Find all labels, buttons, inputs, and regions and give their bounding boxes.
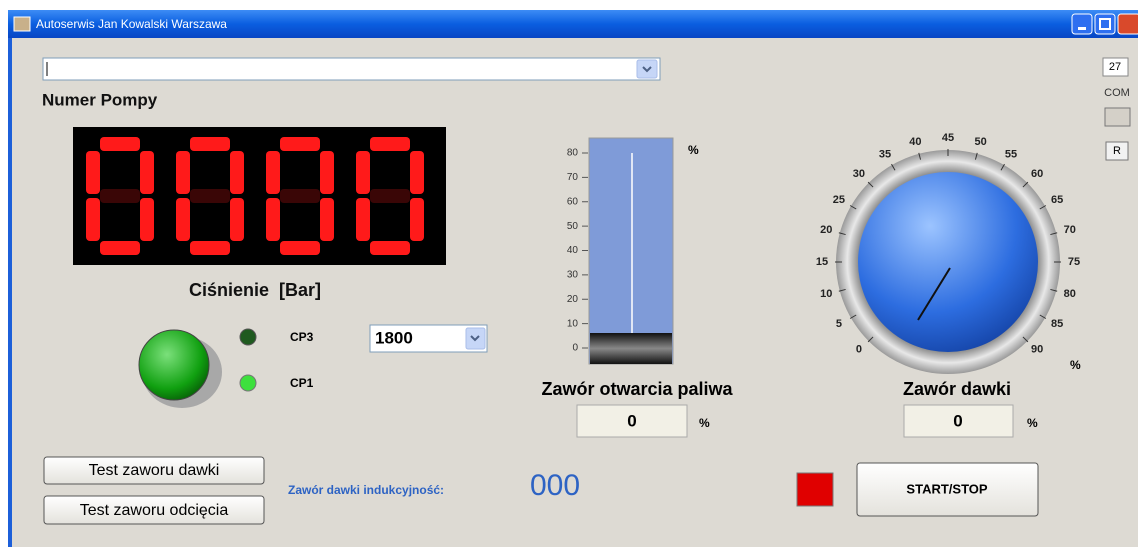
fuel-valve-label: Zawór otwarcia paliwa (541, 379, 733, 399)
minimize-icon (1078, 27, 1086, 30)
com-label: COM (1104, 87, 1130, 99)
test-dose-label: Test zaworu dawki (89, 462, 220, 479)
pressure-label: Ciśnienie [Bar] (189, 280, 321, 300)
speed-value: 1800 (375, 328, 413, 347)
dial-unit: % (1070, 358, 1081, 372)
segment (280, 241, 320, 255)
close-button[interactable] (1118, 14, 1138, 34)
segment (410, 151, 424, 194)
gauge-tick-label: 60 (567, 196, 579, 207)
segment (280, 137, 320, 151)
combo-arrow[interactable] (637, 60, 657, 78)
maximize-button[interactable] (1095, 14, 1115, 34)
segment (356, 151, 370, 194)
inductance-label: Zawór dawki indukcyjność: (288, 483, 444, 497)
app-icon (14, 17, 30, 31)
segment (176, 151, 190, 194)
dial-tick-label: 70 (1064, 224, 1076, 236)
gauge-tick-label: 10 (567, 318, 579, 329)
segment (370, 189, 410, 203)
dial-tick-label: 60 (1031, 168, 1043, 180)
cp1-label: CP1 (290, 376, 314, 390)
segment (86, 198, 100, 241)
gauge-tick-label: 30 (567, 270, 579, 281)
dial-tick-label: 25 (833, 194, 845, 206)
dial-tick-label: 40 (909, 136, 921, 148)
segment (410, 198, 424, 241)
gauge-tick-label: 50 (567, 221, 579, 232)
segment (140, 198, 154, 241)
segment (190, 137, 230, 151)
dose-knob[interactable] (858, 172, 1038, 352)
gauge-tick-label: 20 (567, 294, 579, 305)
dial-tick-label: 45 (942, 132, 954, 144)
dial-tick-label: 55 (1005, 149, 1017, 161)
segment (320, 151, 334, 194)
dial-tick-label: 0 (856, 344, 862, 356)
pump-label: Numer Pompy (42, 90, 158, 109)
app-window: Autoserwis Jan Kowalski Warszawa Numer P… (0, 0, 1138, 547)
dial-tick-label: 20 (820, 224, 832, 236)
led-cp3 (240, 329, 256, 345)
dial-tick-label: 90 (1031, 344, 1043, 356)
segment (356, 198, 370, 241)
segment (176, 198, 190, 241)
inductance-value: 000 (530, 469, 580, 502)
gauge-slider[interactable] (590, 333, 672, 364)
segment (230, 151, 244, 194)
pump-button[interactable] (139, 330, 209, 400)
gauge-tick-label: 0 (572, 343, 578, 354)
status-led (797, 473, 833, 506)
dose-valve-label: Zawór dawki (903, 379, 1011, 399)
gauge-tick-label: 70 (567, 172, 579, 183)
test-cutoff-label: Test zaworu odcięcia (80, 502, 229, 519)
com-button[interactable] (1105, 108, 1130, 126)
minimize-button[interactable] (1072, 14, 1092, 34)
fuel-value-unit: % (699, 416, 710, 430)
fuel-value: 0 (627, 411, 636, 430)
segment (190, 189, 230, 203)
segment (230, 198, 244, 241)
port-number: 27 (1109, 61, 1121, 73)
start-stop-label: START/STOP (906, 481, 987, 496)
segment (370, 241, 410, 255)
gauge-unit: % (688, 143, 699, 157)
dial-tick-label: 15 (816, 256, 828, 268)
segment (100, 189, 140, 203)
segment (100, 241, 140, 255)
segment (86, 151, 100, 194)
cp3-label: CP3 (290, 330, 314, 344)
dial-tick-label: 50 (974, 136, 986, 148)
gauge-tick-label: 40 (567, 245, 579, 256)
dial-tick-label: 35 (879, 149, 891, 161)
dial-tick-label: 65 (1051, 194, 1063, 206)
segment (190, 241, 230, 255)
dose-value: 0 (953, 411, 962, 430)
segment (280, 189, 320, 203)
window-border (8, 10, 12, 547)
segment (140, 151, 154, 194)
segment (320, 198, 334, 241)
dial-tick-label: 5 (836, 318, 842, 330)
gauge-tick-label: 80 (567, 148, 579, 159)
segment (100, 137, 140, 151)
window-title: Autoserwis Jan Kowalski Warszawa (36, 17, 227, 31)
dial-tick-label: 85 (1051, 318, 1063, 330)
reset-label: R (1113, 145, 1121, 157)
segment (266, 198, 280, 241)
segment (370, 137, 410, 151)
dial-tick-label: 80 (1064, 288, 1076, 300)
dial-tick-label: 10 (820, 288, 832, 300)
dial-tick-label: 75 (1068, 256, 1080, 268)
led-cp1 (240, 375, 256, 391)
pump-combo[interactable] (43, 58, 660, 80)
dial-tick-label: 30 (853, 168, 865, 180)
dose-value-unit: % (1027, 416, 1038, 430)
segment (266, 151, 280, 194)
